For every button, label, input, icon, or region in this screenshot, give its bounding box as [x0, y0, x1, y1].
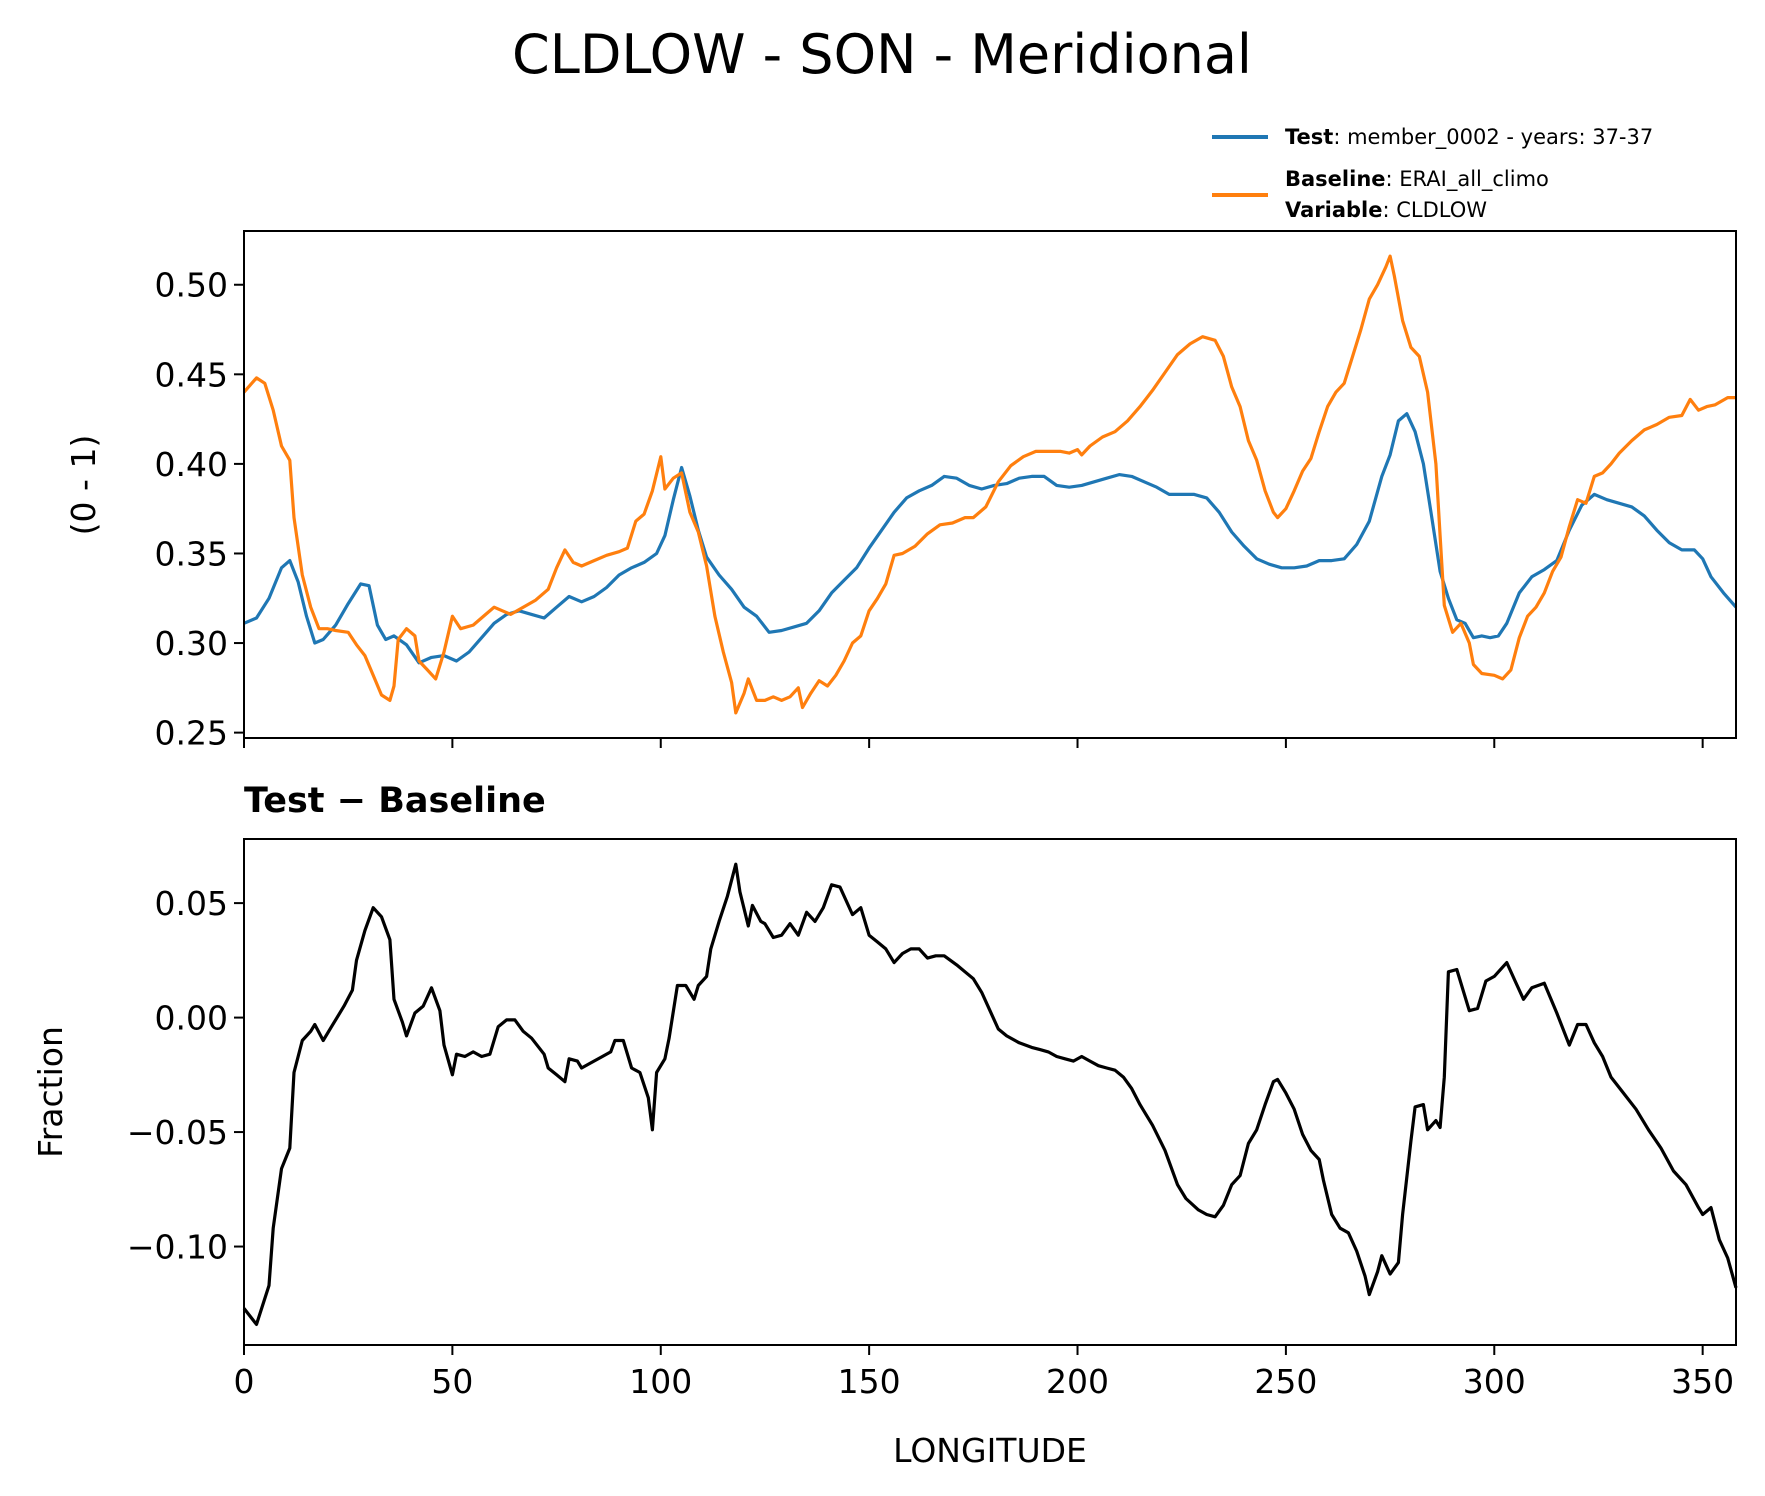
top-plot-frame: [243, 230, 1737, 739]
x-tick-label: 200: [1046, 1362, 1109, 1401]
bottom-series: [242, 862, 1738, 1327]
bottom-y-ticks: −0.10 −0.05 0.00 0.05: [127, 884, 244, 1267]
bottom-y-tick-label: −0.05: [127, 1113, 228, 1152]
top-y-tick-label: 0.40: [155, 445, 228, 484]
top-y-tick-label: 0.30: [155, 624, 228, 663]
svg-text:Variable: CLDLOW: Variable: CLDLOW: [1285, 198, 1487, 222]
legend: Test: member_0002 - years: 37-37 Baselin…: [1212, 125, 1653, 222]
top-y-axis-label: (0 - 1): [64, 435, 103, 536]
x-axis-label: LONGITUDE: [893, 1431, 1087, 1470]
top-y-tick-label: 0.45: [155, 355, 228, 394]
top-y-tick-label: 0.35: [155, 534, 228, 573]
x-tick-label: 350: [1671, 1362, 1734, 1401]
legend-variable-label: Variable: [1285, 198, 1382, 222]
x-tick-label: 250: [1254, 1362, 1317, 1401]
bottom-x-ticks: 0 50 100 150 200 250 300 350: [234, 1345, 1734, 1401]
bottom-y-tick-label: −0.10: [127, 1228, 228, 1267]
top-series: [242, 254, 1738, 715]
top-y-ticks: 0.25 0.30 0.35 0.40 0.45 0.50: [155, 266, 244, 753]
bottom-y-axis-label: Fraction: [31, 1026, 70, 1158]
baseline-series-line: [242, 254, 1736, 715]
legend-test-label: Test: [1285, 125, 1333, 149]
x-tick-label: 300: [1463, 1362, 1526, 1401]
legend-baseline-label: Baseline: [1285, 167, 1386, 191]
top-y-tick-label: 0.50: [155, 266, 228, 305]
chart-title: CLDLOW - SON - Meridional: [512, 23, 1252, 86]
x-tick-label: 0: [234, 1362, 255, 1401]
legend-test-text: : member_0002 - years: 37-37: [1333, 125, 1653, 150]
diff-series-line: [242, 862, 1738, 1327]
difference-title: Test − Baseline: [244, 781, 546, 821]
svg-text:Test: member_0002 - years: 37-: Test: member_0002 - years: 37-37: [1285, 125, 1653, 150]
legend-baseline-text: : ERAI_all_climo: [1386, 167, 1549, 192]
test-series-line: [243, 412, 1738, 665]
top-x-ticks: [243, 738, 1704, 748]
x-tick-label: 50: [431, 1362, 473, 1401]
x-tick-label: 100: [629, 1362, 692, 1401]
x-tick-label: 150: [838, 1362, 901, 1401]
legend-variable-text: : CLDLOW: [1382, 198, 1487, 222]
svg-text:Baseline: ERAI_all_climo: Baseline: ERAI_all_climo: [1285, 167, 1549, 192]
top-panel: 0.25 0.30 0.35 0.40 0.45 0.50 (0 - 1): [64, 230, 1738, 753]
bottom-panel: Test − Baseline −0.10 −0.05 0.00 0.05 0 50 10…: [31, 781, 1738, 1470]
top-y-tick-label: 0.25: [155, 714, 228, 753]
bottom-plot-frame: [243, 838, 1737, 1346]
bottom-y-tick-label: 0.05: [155, 884, 228, 923]
bottom-y-tick-label: 0.00: [155, 999, 228, 1038]
